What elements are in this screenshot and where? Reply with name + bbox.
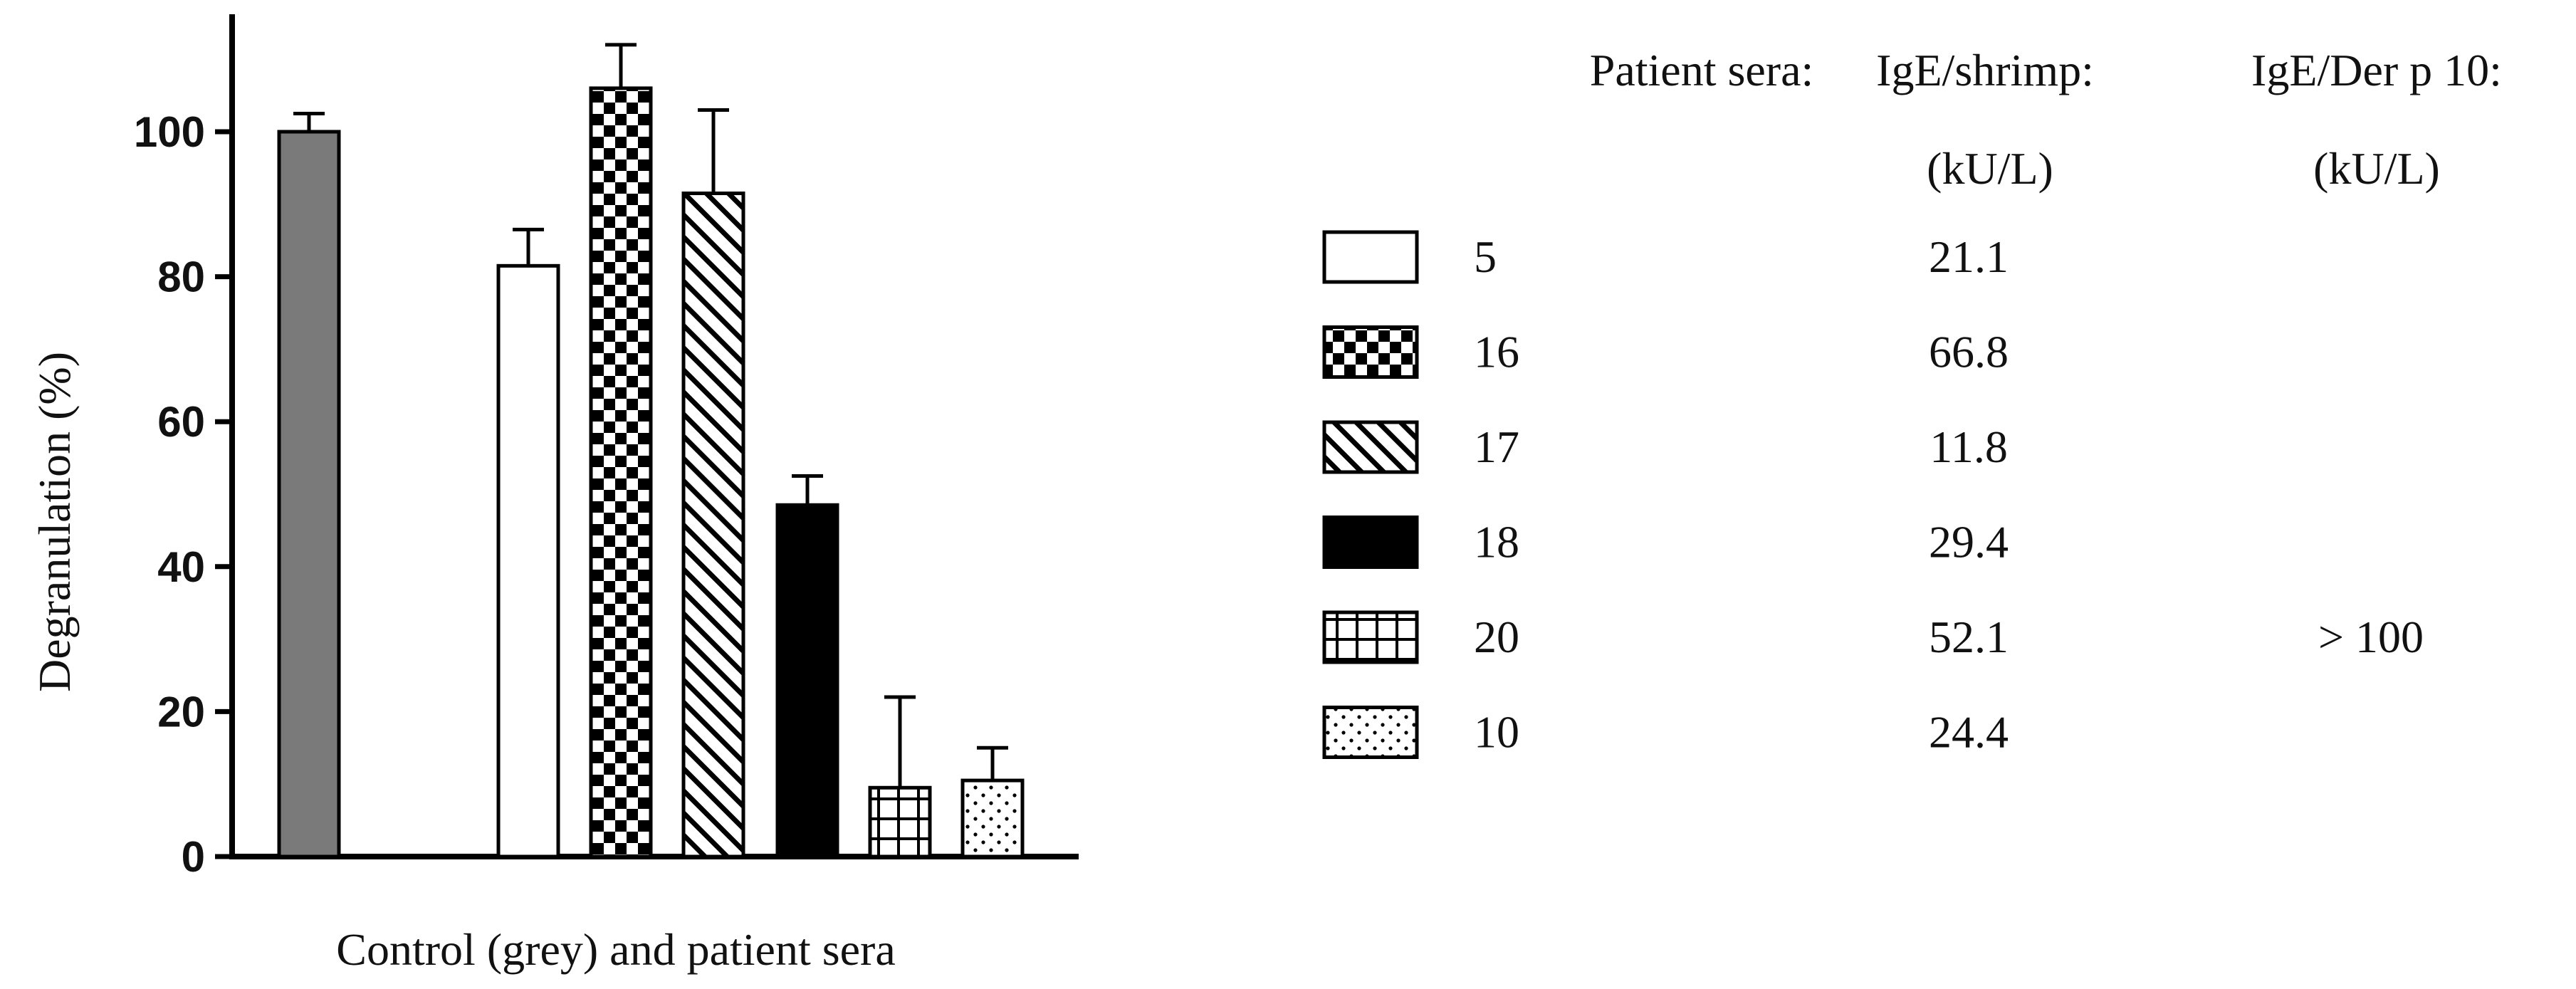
- bar-serum-18: [775, 503, 839, 859]
- legend-serum-number: 20: [1474, 612, 1519, 662]
- bar-serum-17: [681, 192, 745, 859]
- bar-serum-10: [960, 778, 1025, 859]
- legend-shrimp-value: 52.1: [1929, 612, 2009, 662]
- legend-derp10-value: > 100: [2318, 612, 2424, 662]
- legend-swatch-serum-17: [1322, 420, 1419, 474]
- legend-serum-number: 16: [1474, 327, 1519, 377]
- plot-area: 0 20 40 60 80 100: [134, 14, 1079, 881]
- legend-swatch-serum-10: [1322, 706, 1419, 759]
- y-tick-label: 0: [182, 833, 205, 881]
- legend-shrimp-value: 66.8: [1929, 327, 2009, 377]
- legend-swatch-serum-5: [1322, 230, 1419, 284]
- bar-serum-16: [589, 86, 653, 859]
- legend-shrimp-value: 11.8: [1930, 422, 2008, 472]
- bar-control: [277, 130, 341, 859]
- legend-shrimp-value: 21.1: [1929, 231, 2009, 282]
- legend-swatch-serum-18: [1322, 516, 1419, 569]
- legend-table: Patient sera: IgE/shrimp: IgE/Der p 10: …: [1322, 45, 2502, 759]
- y-axis-title: Degranulation (%): [29, 352, 80, 692]
- legend-serum-number: 17: [1474, 422, 1519, 472]
- legend-shrimp-value: 24.4: [1929, 707, 2009, 758]
- y-tick-label: 80: [157, 253, 205, 301]
- legend-swatch-serum-16: [1322, 325, 1419, 379]
- header-ige-shrimp: IgE/shrimp:: [1876, 45, 2094, 95]
- unit-ige-derp10: (kU/L): [2313, 143, 2440, 194]
- y-tick-label: 100: [134, 108, 205, 156]
- bar-serum-20: [868, 785, 932, 859]
- legend-swatch-serum-20: [1322, 610, 1419, 664]
- legend-shrimp-value: 29.4: [1929, 517, 2009, 567]
- y-tick-label: 60: [157, 398, 205, 446]
- y-tick-label: 40: [157, 543, 205, 591]
- legend-serum-number: 10: [1474, 707, 1519, 758]
- unit-ige-shrimp: (kU/L): [1927, 143, 2053, 194]
- legend-serum-number: 18: [1474, 517, 1519, 567]
- x-axis-title: Control (grey) and patient sera: [336, 924, 896, 975]
- legend-serum-number: 5: [1474, 231, 1497, 282]
- header-ige-derp10: IgE/Der p 10:: [2251, 45, 2502, 95]
- header-patient-sera: Patient sera:: [1590, 45, 1814, 95]
- y-tick-label: 20: [157, 688, 205, 736]
- bar-serum-5: [496, 263, 560, 859]
